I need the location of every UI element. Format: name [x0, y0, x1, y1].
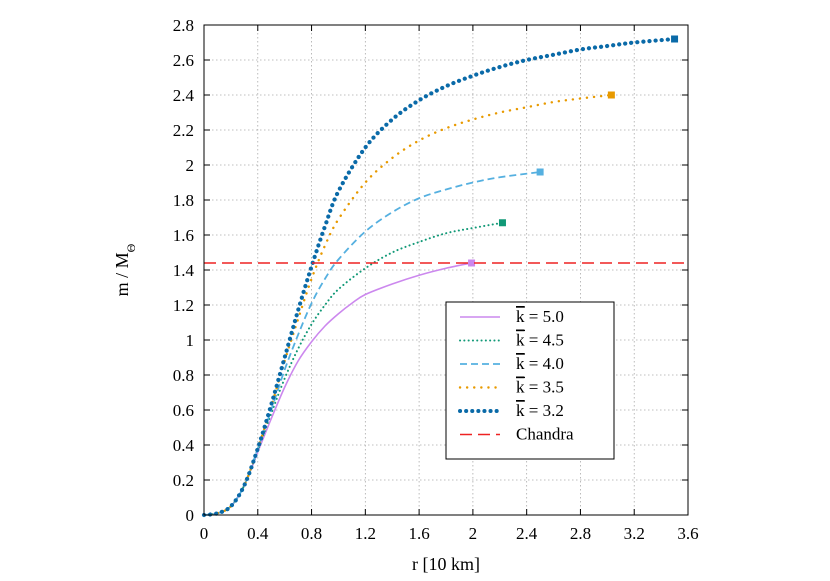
series-line-k-4-0: [203, 171, 541, 516]
x-tick-label: 0: [200, 524, 209, 543]
svg-text:m / MΘ: m / MΘ: [112, 243, 138, 296]
y-tick-label: 0.2: [173, 471, 194, 490]
legend-label-k: k: [516, 307, 525, 326]
legend-label-k-4-0: k = 4.0: [516, 354, 564, 373]
x-tick-label: 3.2: [624, 524, 645, 543]
legend-label-value: = 4.5: [525, 331, 564, 350]
x-tick-label: 0.4: [247, 524, 269, 543]
legend-label-value: = 3.2: [525, 401, 564, 420]
y-tick-label: 2.8: [173, 16, 194, 35]
y-tick-label: 1: [186, 331, 195, 350]
series-endpoint-k-3-5: [607, 91, 615, 99]
legend-box: [445, 301, 615, 460]
series-endpoint-k-5-0: [468, 259, 476, 267]
legend-label-chandra: Chandra: [516, 425, 574, 444]
series-endpoint-k-4-0: [536, 168, 544, 176]
x-tick-label: 0.8: [301, 524, 322, 543]
y-tick-label: 1.4: [173, 261, 195, 280]
legend-label-k-4-5: k = 4.5: [516, 331, 564, 350]
legend-label-k-3-2: k = 3.2: [516, 401, 564, 420]
legend-label-k-5-0: k = 5.0: [516, 307, 564, 326]
y-axis-label-subscript: Θ: [124, 243, 138, 252]
x-tick-label: 2.4: [516, 524, 538, 543]
series-line-k-3-5: [202, 93, 613, 517]
legend-entry-chandra: Chandra: [460, 425, 574, 444]
legend-label-value: = 3.5: [525, 378, 564, 397]
legend-label-value: = 4.0: [525, 354, 564, 373]
legend-label-value: = 5.0: [525, 307, 564, 326]
y-tick-label: 2.4: [173, 86, 195, 105]
x-tick-label: 3.6: [677, 524, 698, 543]
tick-labels: 0 0.4 0.8 1.2 1.6 2 2.4 2.8 3.2 3.6 0 0.2 0.4 0.6 0.8 1…: [173, 16, 699, 543]
y-tick-label: 2.2: [173, 121, 194, 140]
legend-entry-k-3-5: k = 3.5: [458, 377, 564, 397]
legend-label-k: k: [516, 378, 525, 397]
y-tick-label: 0.8: [173, 366, 194, 385]
legend-entry-k-5-0: k = 5.0: [460, 306, 564, 326]
series-endpoint-k-3-2: [671, 35, 679, 43]
x-tick-label: 1.6: [408, 524, 429, 543]
x-tick-label: 2.8: [570, 524, 591, 543]
x-tick-label: 2: [469, 524, 478, 543]
y-tick-label: 0.4: [173, 436, 195, 455]
x-tick-label: 1.2: [355, 524, 376, 543]
legend-entry-k-4-0: k = 4.0: [460, 353, 564, 373]
y-axis-label-main: m / M: [112, 252, 132, 296]
y-tick-label: 0: [186, 506, 195, 525]
legend-label-k: k: [516, 354, 525, 373]
x-axis-label: r [10 km]: [412, 554, 480, 574]
legend-label-k: k: [516, 401, 525, 420]
series-line-k-3-2: [201, 36, 677, 518]
y-tick-label: 2.6: [173, 51, 194, 70]
legend-label-k-3-5: k = 3.5: [516, 378, 564, 397]
legend-entry-k-4-5: k = 4.5: [459, 330, 564, 350]
y-tick-label: 1.8: [173, 191, 194, 210]
y-tick-label: 0.6: [173, 401, 194, 420]
y-axis-label: m / MΘ: [112, 243, 138, 296]
series-layer: [201, 35, 688, 518]
legend-label-k: k: [516, 331, 525, 350]
y-tick-label: 1.6: [173, 226, 194, 245]
series-line-k-5-0: [203, 262, 472, 516]
y-tick-label: 1.2: [173, 296, 194, 315]
y-tick-label: 2: [186, 156, 195, 175]
legend: k = 5.0k = 4.5k = 4.0k = 3.5k = 3.2Chand…: [445, 301, 615, 460]
ticks: [203, 24, 689, 516]
series-endpoint-k-4-5: [498, 219, 506, 227]
series-line-k-4-5: [203, 221, 504, 516]
legend-entry-k-3-2: k = 3.2: [458, 400, 564, 420]
